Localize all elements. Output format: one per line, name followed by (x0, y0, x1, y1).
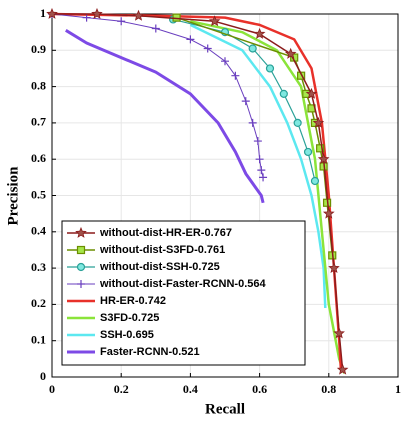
marker (208, 15, 221, 27)
marker (312, 116, 325, 128)
legend: without-dist-HR-ER-0.767 without-dist-S3F… (61, 220, 306, 366)
y-tick-label: 0.9 (31, 42, 46, 56)
marker (317, 153, 330, 165)
legend-label: without-dist-Faster-RCNN-0.564 (99, 278, 267, 290)
legend-label: S3FD-0.725 (100, 312, 159, 324)
series-line (51, 13, 264, 178)
y-tick-label: 0.6 (31, 151, 46, 165)
y-tick-label: 0.4 (31, 224, 46, 238)
marker (91, 7, 103, 19)
marker (253, 27, 266, 39)
marker (293, 118, 302, 128)
y-tick-label: 0.8 (31, 78, 46, 92)
marker (46, 7, 58, 19)
marker (322, 207, 335, 219)
x-tick-label: 0.4 (183, 382, 198, 396)
x-tick-label: 0.2 (114, 382, 129, 396)
legend-label: without-dist-SSH-0.725 (99, 261, 220, 273)
marker (82, 13, 91, 22)
y-tick-label: 1 (40, 6, 46, 20)
marker (132, 9, 145, 21)
marker (76, 262, 86, 272)
marker (305, 87, 318, 99)
x-tick-label: 0.6 (252, 382, 267, 396)
marker (316, 144, 325, 153)
marker (151, 24, 160, 33)
series-line (190, 20, 346, 374)
marker (75, 226, 87, 238)
marker (265, 64, 275, 73)
marker (255, 155, 264, 164)
x-tick-label: 1 (395, 382, 401, 396)
series-line (189, 23, 327, 309)
x-tick-label: 0 (49, 382, 55, 396)
legend-label: SSH-0.695 (100, 329, 154, 341)
legend-label: without-dist-S3FD-0.761 (99, 244, 225, 256)
marker (284, 47, 297, 59)
y-tick-label: 0.5 (31, 187, 46, 201)
x-axis-label: Recall (205, 401, 245, 417)
legend-box (61, 220, 306, 366)
marker (259, 173, 268, 182)
marker (77, 280, 85, 288)
x-tick-label: 0.8 (321, 382, 336, 396)
marker (328, 262, 340, 273)
marker (253, 137, 262, 146)
marker (117, 17, 126, 26)
y-tick-label: 0.2 (31, 296, 46, 310)
marker (241, 97, 250, 106)
marker (303, 147, 313, 157)
y-tick-label: 0.3 (31, 260, 46, 274)
marker (257, 166, 266, 175)
series-line (65, 29, 265, 204)
marker (279, 89, 288, 98)
marker (203, 44, 212, 53)
legend-label: Faster-RCNN-0.521 (100, 346, 200, 358)
series-line (176, 16, 334, 256)
y-axis-label: Precision (5, 166, 21, 226)
marker (248, 118, 257, 127)
marker (76, 245, 86, 255)
marker (221, 57, 229, 66)
y-tick-label: 0.1 (31, 332, 46, 346)
marker (297, 71, 306, 80)
y-tick-label: 0.7 (31, 115, 46, 129)
marker (186, 35, 195, 44)
marker (336, 363, 349, 375)
legend-label: without-dist-HR-ER-0.767 (99, 227, 232, 239)
plot-frame (51, 13, 399, 378)
y-tick-label: 0 (40, 369, 46, 383)
marker (248, 44, 257, 53)
legend-label: HR-ER-0.742 (100, 295, 166, 307)
marker (333, 327, 345, 339)
marker (310, 176, 320, 186)
marker (231, 71, 240, 80)
